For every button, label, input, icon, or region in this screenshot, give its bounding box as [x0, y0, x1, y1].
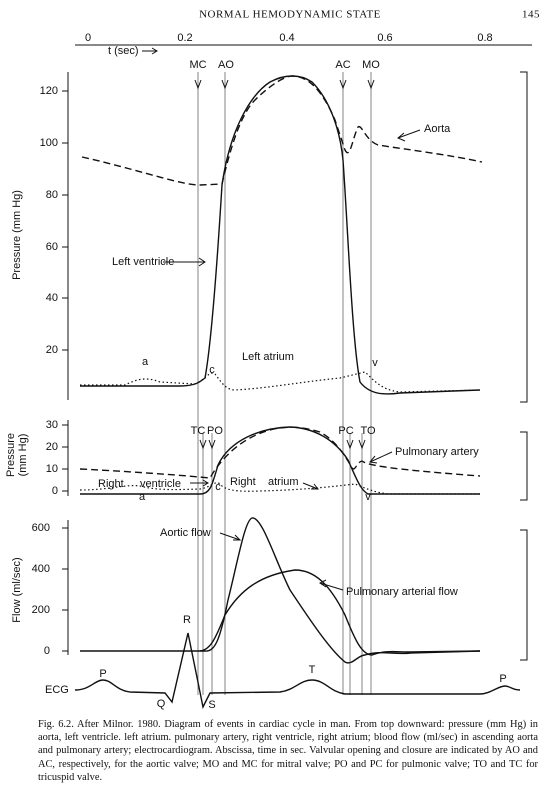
axis-label: t (sec)	[108, 45, 139, 57]
tick-label: 0.8	[477, 32, 492, 44]
tick-label: 600	[32, 522, 50, 534]
tick-label: 30	[46, 419, 58, 431]
aortic-flow	[80, 517, 481, 664]
annotation: Pulmonary arterial flow	[346, 586, 458, 598]
axis-label: Pressure	[5, 433, 17, 477]
valve-label: PO	[207, 425, 223, 437]
flow-axis	[62, 520, 69, 655]
bracket	[520, 431, 528, 501]
left-atrium-pressure	[80, 371, 481, 393]
annotation: ventricle	[140, 478, 181, 490]
pressure-axis	[62, 420, 69, 496]
aorta-pressure	[81, 75, 483, 186]
annotation: v	[372, 357, 378, 369]
tick-label: 10	[46, 463, 58, 475]
pointer-arrow	[190, 479, 320, 490]
pointer-arrow	[369, 451, 393, 464]
pulmonary-artery-pressure	[79, 426, 481, 479]
pointer-arrow	[163, 257, 206, 267]
annotation: a	[139, 491, 146, 503]
pulmonary-flow	[199, 569, 481, 656]
annotation: Aortic flow	[160, 527, 211, 539]
figure: NORMAL HEMODYNAMIC STATE 145 t (sec) 0 0.2…	[5, 9, 540, 711]
right-atrium-pressure	[79, 482, 480, 495]
tick-label: 40	[46, 292, 58, 304]
valve-label: AC	[335, 59, 350, 71]
ecg-wave-label: S	[208, 699, 215, 711]
annotation: Left atrium	[242, 351, 294, 363]
annotation: a	[142, 356, 149, 368]
pointer-arrow	[219, 532, 344, 591]
tick-label: 200	[32, 604, 50, 616]
axis-label: (mm Hg)	[17, 434, 29, 477]
valve-label: AO	[218, 59, 234, 71]
pressure-axis	[62, 72, 69, 400]
ecg-wave-label: P	[499, 673, 506, 685]
running-header: NORMAL HEMODYNAMIC STATE	[199, 9, 381, 21]
tick-label: 80	[46, 189, 58, 201]
tick-label: 100	[40, 137, 58, 149]
tick-label: 400	[32, 563, 50, 575]
ecg-wave-label: R	[183, 614, 191, 626]
valve-label: TO	[360, 425, 376, 437]
annotation: Right	[230, 476, 256, 488]
annotation: Aorta	[424, 123, 451, 135]
ecg-wave-label: T	[309, 664, 316, 676]
tick-label: 60	[46, 241, 58, 253]
tick-label: 20	[46, 441, 58, 453]
tick-label: 0	[52, 485, 58, 497]
ecg-label: ECG	[45, 684, 69, 696]
bracket	[520, 529, 528, 661]
tick-label: 0.6	[377, 32, 392, 44]
ecg-wave-label: P	[99, 668, 106, 680]
valve-label: MC	[189, 59, 206, 71]
time-arrow	[142, 47, 158, 55]
annotation: Right	[98, 478, 124, 490]
valve-arrow	[194, 79, 375, 450]
valve-label: MO	[362, 59, 380, 71]
figure-caption: Fig. 6.2. After Milnor. 1980. Diagram of…	[38, 719, 538, 783]
valve-label: PC	[338, 425, 353, 437]
tick-label: 20	[46, 344, 58, 356]
annotation: c	[215, 481, 221, 493]
tick-label: 0	[44, 645, 50, 657]
annotation: Pulmonary artery	[395, 446, 479, 458]
ecg-trace	[74, 632, 521, 710]
tick-label: 0.2	[177, 32, 192, 44]
ecg-wave-label: Q	[157, 698, 166, 710]
right-ventricle-pressure	[80, 426, 480, 495]
page-number: 145	[522, 9, 540, 21]
valve-line	[202, 433, 363, 695]
tick-label: 0	[85, 32, 91, 44]
annotation: atrium	[268, 476, 299, 488]
axis-label: Pressure (mm Hg)	[11, 190, 23, 280]
annotation: Left ventricle	[112, 256, 174, 268]
pointer-arrow	[397, 129, 421, 142]
valve-label: TC	[191, 425, 206, 437]
annotation: c	[209, 364, 215, 376]
axis-label: Flow (ml/sec)	[11, 557, 23, 622]
tick-label: 0.4	[279, 32, 294, 44]
valve-line	[197, 72, 372, 695]
left-ventricle-pressure	[80, 75, 481, 395]
bracket	[520, 71, 528, 403]
tick-label: 120	[40, 85, 58, 97]
annotation: v	[365, 491, 371, 503]
